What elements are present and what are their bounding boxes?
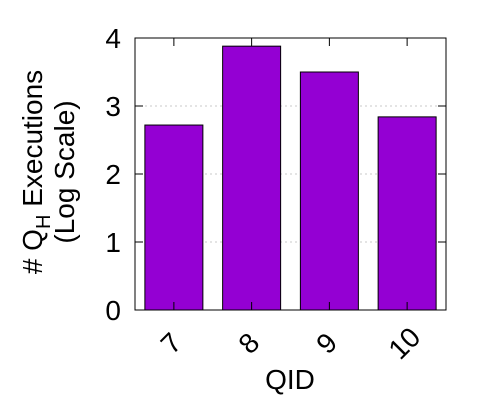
y-axis-title-line2: (Log Scale): [49, 100, 80, 243]
bar-7: [144, 124, 204, 311]
y-tick-labels: 0 1 2 3 4: [105, 23, 121, 326]
bar-10: [377, 116, 437, 311]
y-tick-label: 0: [105, 295, 121, 326]
bar-8: [222, 45, 282, 311]
y-axis-title-line1: # QH Executions: [17, 70, 55, 274]
x-tick-label: 10: [382, 321, 426, 365]
x-tick-label: 8: [232, 327, 265, 360]
x-axis-title: QID: [265, 364, 315, 395]
x-tick-labels: 7 8 9 10: [155, 321, 427, 365]
x-tick-label: 9: [310, 327, 343, 360]
y-axis-title-suffix: Executions: [17, 70, 48, 215]
y-tick-label: 2: [105, 159, 121, 190]
x-tick-label: 7: [155, 327, 188, 360]
bar-9: [299, 71, 359, 311]
axis-ticks: [135, 37, 446, 311]
y-axis-title-prefix: # Q: [17, 229, 48, 274]
y-tick-label: 4: [105, 23, 121, 54]
y-axis-title-subscript: H: [33, 215, 55, 229]
y-tick-label: 1: [105, 227, 121, 258]
y-axis-title: # QH Executions (Log Scale): [17, 70, 80, 274]
y-tick-label: 3: [105, 91, 121, 122]
bars: [144, 45, 437, 311]
